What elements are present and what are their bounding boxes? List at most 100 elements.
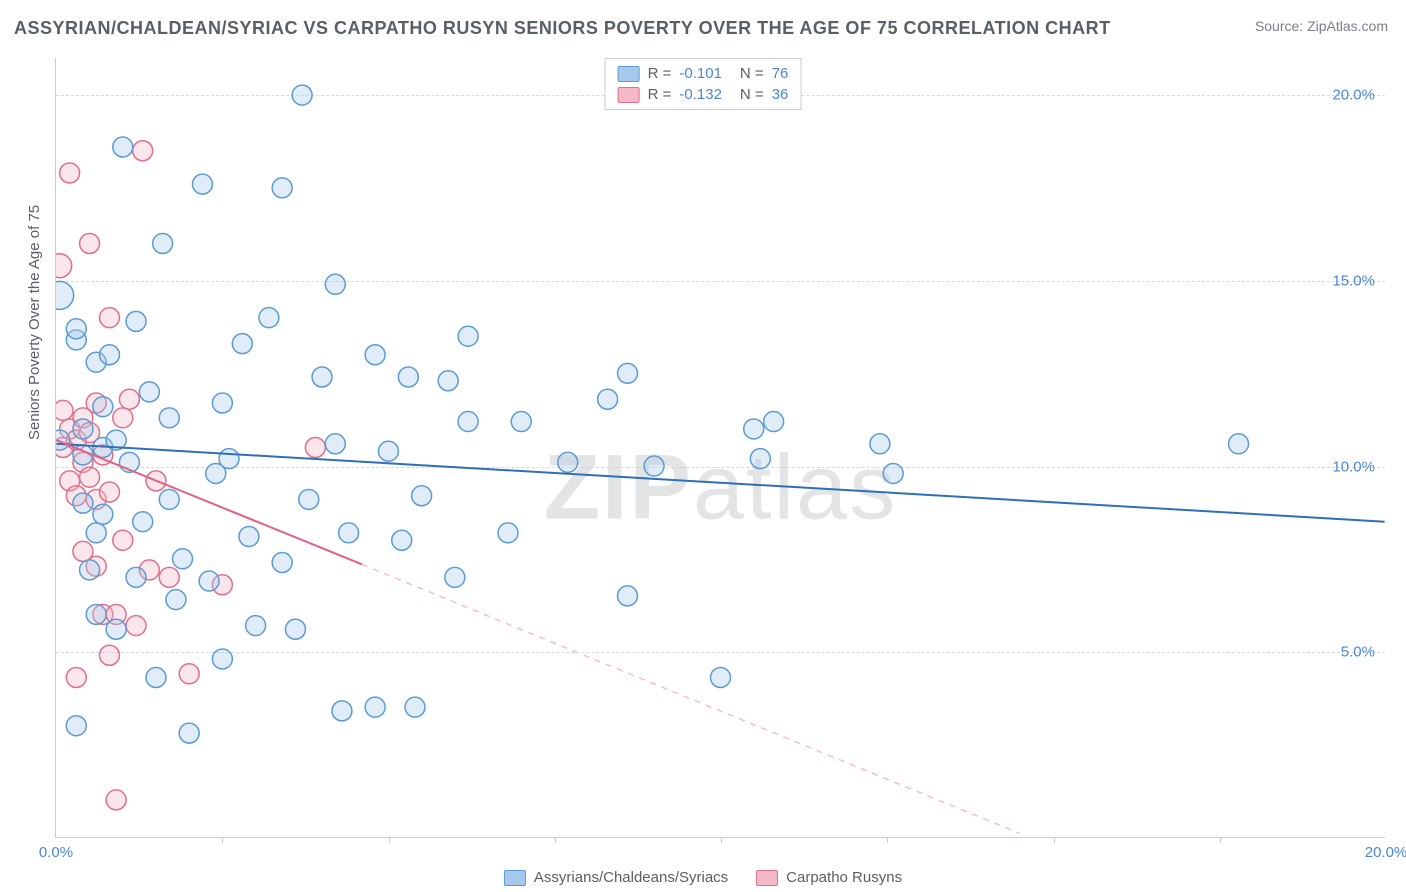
legend-n-label: N = [740, 86, 764, 103]
data-point [86, 523, 106, 543]
correlation-legend: R = -0.101 N = 76 R = -0.132 N = 36 [605, 58, 802, 110]
data-point [126, 567, 146, 587]
data-point [80, 560, 100, 580]
data-point [73, 493, 93, 513]
data-point [711, 668, 731, 688]
data-point [179, 664, 199, 684]
data-point [153, 233, 173, 253]
data-point [119, 389, 139, 409]
data-point [133, 141, 153, 161]
data-point [212, 393, 232, 413]
x-tick-label: 20.0% [1365, 844, 1406, 861]
data-point [159, 567, 179, 587]
data-point [339, 523, 359, 543]
data-point [272, 178, 292, 198]
data-point [192, 174, 212, 194]
legend-swatch [618, 66, 640, 82]
data-point [870, 434, 890, 454]
data-point [159, 489, 179, 509]
data-point [750, 449, 770, 469]
data-point [113, 530, 133, 550]
data-point [398, 367, 418, 387]
data-point [246, 616, 266, 636]
data-point [405, 697, 425, 717]
data-point [60, 163, 80, 183]
data-point [106, 619, 126, 639]
data-point [139, 382, 159, 402]
data-point [285, 619, 305, 639]
x-tick-label: 0.0% [39, 844, 73, 861]
data-point [598, 389, 618, 409]
data-point [86, 604, 106, 624]
chart-svg [56, 58, 1385, 837]
legend-series-name: Assyrians/Chaldeans/Syriacs [534, 869, 728, 886]
data-point [93, 397, 113, 417]
trend-line-extrapolated [362, 564, 1020, 833]
data-point [558, 452, 578, 472]
data-point [126, 311, 146, 331]
data-point [299, 489, 319, 509]
data-point [259, 308, 279, 328]
data-point [325, 434, 345, 454]
data-point [166, 590, 186, 610]
data-point [618, 586, 638, 606]
legend-swatch [504, 870, 526, 886]
data-point [392, 530, 412, 550]
data-point [511, 412, 531, 432]
x-tick-mark [1220, 837, 1221, 843]
data-point [365, 345, 385, 365]
data-point [173, 549, 193, 569]
data-point [56, 254, 72, 278]
data-point [445, 567, 465, 587]
data-point [458, 326, 478, 346]
legend-row: R = -0.132 N = 36 [618, 84, 789, 105]
legend-r-value: -0.132 [679, 86, 722, 103]
data-point [438, 371, 458, 391]
x-tick-mark [1054, 837, 1055, 843]
data-point [146, 668, 166, 688]
data-point [113, 408, 133, 428]
data-point [159, 408, 179, 428]
legend-swatch [756, 870, 778, 886]
data-point [80, 467, 100, 487]
data-point [272, 553, 292, 573]
data-point [99, 645, 119, 665]
data-point [498, 523, 518, 543]
chart-title: ASSYRIAN/CHALDEAN/SYRIAC VS CARPATHO RUS… [14, 18, 1111, 39]
data-point [883, 463, 903, 483]
y-axis-label: Seniors Poverty Over the Age of 75 [26, 205, 43, 440]
legend-item: Carpatho Rusyns [756, 869, 902, 886]
data-point [99, 482, 119, 502]
x-tick-mark [222, 837, 223, 843]
data-point [199, 571, 219, 591]
data-point [179, 723, 199, 743]
data-point [412, 486, 432, 506]
data-point [133, 512, 153, 532]
source-attribution: Source: ZipAtlas.com [1255, 18, 1388, 34]
data-point [93, 504, 113, 524]
legend-r-label: R = [648, 86, 672, 103]
data-point [378, 441, 398, 461]
data-point [458, 412, 478, 432]
data-point [113, 137, 133, 157]
trend-line [56, 444, 1384, 522]
legend-n-value: 76 [772, 65, 789, 82]
legend-row: R = -0.101 N = 76 [618, 63, 789, 84]
data-point [80, 233, 100, 253]
data-point [66, 319, 86, 339]
data-point [219, 449, 239, 469]
data-point [126, 616, 146, 636]
legend-r-value: -0.101 [679, 65, 722, 82]
data-point [292, 85, 312, 105]
x-tick-mark [555, 837, 556, 843]
legend-n-value: 36 [772, 86, 789, 103]
data-point [106, 790, 126, 810]
data-point [99, 345, 119, 365]
series-legend: Assyrians/Chaldeans/Syriacs Carpatho Rusy… [504, 869, 902, 886]
legend-r-label: R = [648, 65, 672, 82]
x-tick-mark [389, 837, 390, 843]
legend-n-label: N = [740, 65, 764, 82]
legend-series-name: Carpatho Rusyns [786, 869, 902, 886]
data-point [99, 308, 119, 328]
legend-swatch [618, 87, 640, 103]
